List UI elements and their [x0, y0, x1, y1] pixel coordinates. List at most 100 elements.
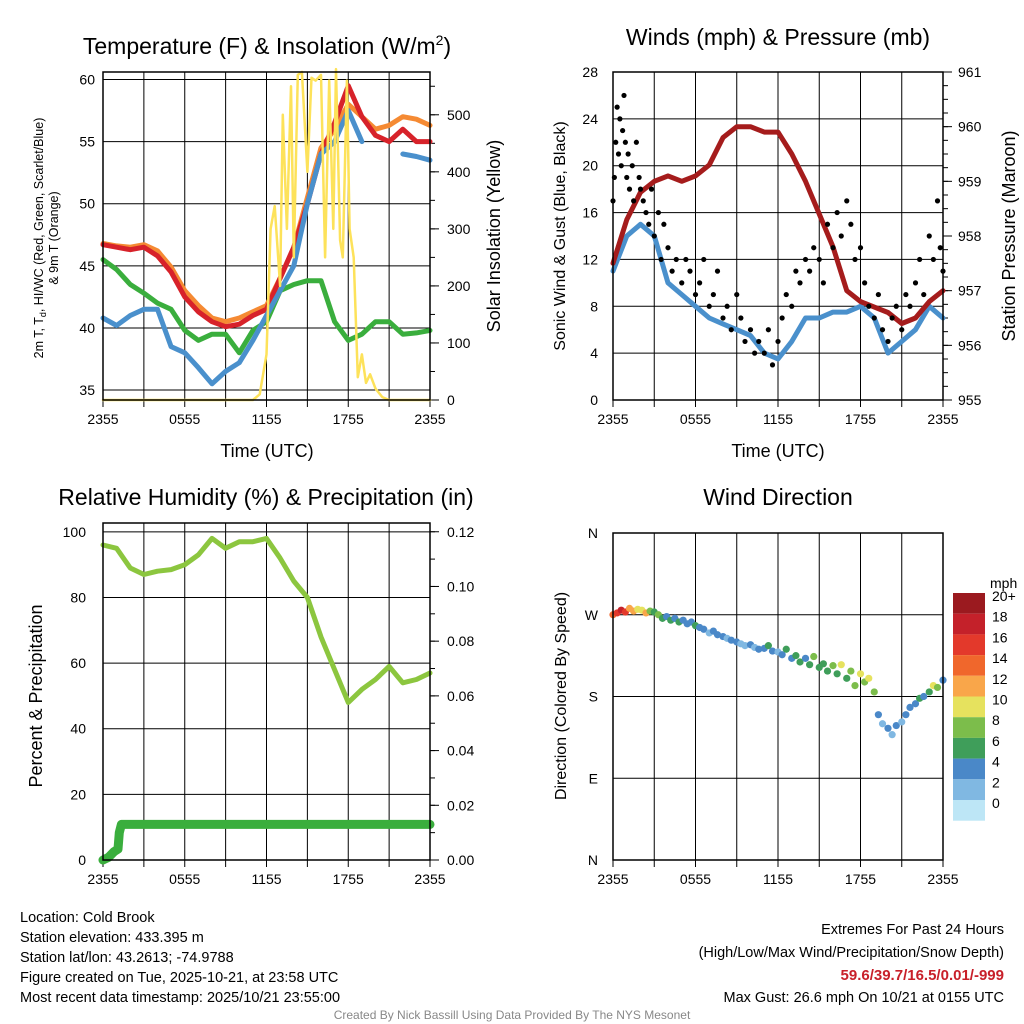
gust-point — [643, 209, 649, 216]
temp-ytick-label: 35 — [79, 382, 95, 398]
winddir-xtick-label: 2355 — [927, 871, 958, 887]
temp-ylabel-line2: & 9m T (Orange) — [47, 191, 61, 284]
gust-point — [871, 315, 877, 321]
gust-point — [756, 338, 762, 345]
temp-xtick-label: 0555 — [169, 411, 200, 427]
temp-series-hi-wc — [100, 108, 365, 387]
rh-ytick-label: 0 — [78, 852, 86, 868]
station-latlon: Station lat/lon: 43.2613; -74.9788 — [20, 950, 234, 966]
wind-ylabel: Sonic Wind & Gust (Blue, Black) — [552, 121, 569, 350]
wind-direction-point — [843, 674, 851, 682]
winddir-ytick-label: E — [589, 770, 598, 786]
winddir-xtick-label: 1155 — [763, 871, 793, 887]
gust-point — [848, 221, 854, 227]
wind-ytick-label: 28 — [582, 64, 598, 80]
gust-point — [648, 186, 655, 192]
rh-xtick-label: 0555 — [169, 871, 200, 887]
rh-ytick-label: 40 — [70, 721, 86, 737]
wind-direction-point — [892, 721, 900, 730]
rh-y2tick-label: 0.08 — [447, 633, 474, 649]
gust-point — [866, 303, 872, 309]
wind-ytick-label: 24 — [582, 111, 598, 127]
gust-point — [779, 315, 785, 321]
gust-point — [838, 233, 844, 239]
wind-xlabel: Time (UTC) — [731, 441, 824, 461]
gust-point — [875, 291, 881, 298]
temp-xlabel: Time (UTC) — [220, 441, 313, 461]
wind-direction-point — [933, 683, 942, 692]
gust-point — [820, 280, 826, 286]
gust-point — [934, 198, 941, 204]
wind-direction-point — [865, 674, 873, 682]
gust-point — [631, 198, 637, 204]
wind-ytick-label: 20 — [582, 158, 598, 174]
wind-direction-point — [764, 642, 772, 650]
gust-point — [706, 303, 712, 309]
wind-y2tick-label: 955 — [958, 392, 982, 408]
extremes-values: 59.6/39.7/16.5/0.01/-999 — [841, 967, 1004, 984]
legend-label: 14 — [992, 650, 1008, 666]
extremes-block: Extremes For Past 24 Hours (High/Low/Max… — [699, 922, 1004, 1006]
wind-direction-point — [819, 660, 827, 668]
legend-swatch — [953, 655, 985, 676]
gust-point — [738, 315, 744, 321]
temp-ytick-label: 55 — [79, 134, 95, 150]
wind-direction-point — [806, 661, 814, 669]
temp-y2tick-label: 200 — [447, 278, 471, 294]
wind-xtick-label: 1755 — [845, 411, 876, 427]
wind-ytick-label: 8 — [590, 298, 598, 314]
winddir-ytick-label: W — [585, 607, 599, 623]
rh-ylabel: Percent & Precipitation — [26, 604, 46, 787]
wind-direction-point — [768, 647, 777, 655]
rh-ytick-label: 80 — [70, 589, 86, 605]
legend-swatch — [953, 696, 985, 718]
wind-y2tick-label: 956 — [958, 337, 982, 353]
wind-direction-point — [884, 724, 892, 732]
temp-y2tick-label: 100 — [447, 335, 471, 351]
wind-chart-title: Winds (mph) & Pressure (mb) — [626, 24, 930, 50]
gust-point — [926, 233, 932, 239]
gust-point — [889, 315, 895, 321]
wind-series-sonic-wind — [610, 221, 946, 362]
wind-ytick-label: 0 — [590, 392, 598, 408]
gust-point — [885, 338, 891, 345]
wind-direction-point — [906, 703, 914, 712]
temp-xtick-label: 1155 — [251, 411, 281, 427]
gust-point — [752, 350, 758, 356]
gust-point — [661, 221, 667, 227]
wind-y2label: Station Pressure (Maroon) — [999, 130, 1019, 341]
gust-point — [852, 256, 858, 263]
max-gust: Max Gust: 26.6 mph On 10/21 at 0155 UTC — [724, 990, 1004, 1006]
temp-y2tick-label: 0 — [447, 392, 455, 408]
wind-direction-point — [741, 642, 749, 650]
gust-point — [775, 338, 781, 345]
gust-point — [917, 256, 923, 263]
gust-point — [665, 245, 671, 251]
rh-y2tick-label: 0.12 — [447, 524, 474, 540]
station-location: Location: Cold Brook — [20, 910, 155, 926]
rh-y2tick-label: 0.04 — [447, 743, 474, 759]
gust-point — [636, 174, 642, 181]
legend-swatch — [953, 675, 985, 697]
gust-point — [834, 209, 840, 216]
legend-label: 12 — [992, 671, 1008, 687]
gust-point — [621, 92, 627, 99]
wind-series-station-pressure — [610, 124, 946, 326]
wind-direction-point — [755, 645, 763, 653]
gust-point — [615, 151, 622, 157]
rh-y2tick-label: 0.02 — [447, 797, 474, 813]
wind-direction-point — [888, 731, 896, 739]
temp-y2tick-label: 400 — [447, 164, 471, 180]
gust-point — [747, 327, 754, 333]
winddir-ytick-label: S — [589, 689, 598, 705]
winddir-xtick-label: 0555 — [680, 871, 711, 887]
winddir-plot-frame — [612, 532, 944, 861]
wind-y2tick-label: 957 — [958, 283, 982, 299]
temp-chart-title: Temperature (F) & Insolation (W/m2) — [83, 32, 451, 59]
wind-direction-point — [874, 711, 882, 719]
legend-label: 18 — [992, 609, 1008, 625]
gust-point — [614, 104, 620, 110]
gust-point — [903, 291, 909, 298]
legend-label: 8 — [992, 712, 1000, 728]
legend-swatch — [953, 613, 985, 635]
